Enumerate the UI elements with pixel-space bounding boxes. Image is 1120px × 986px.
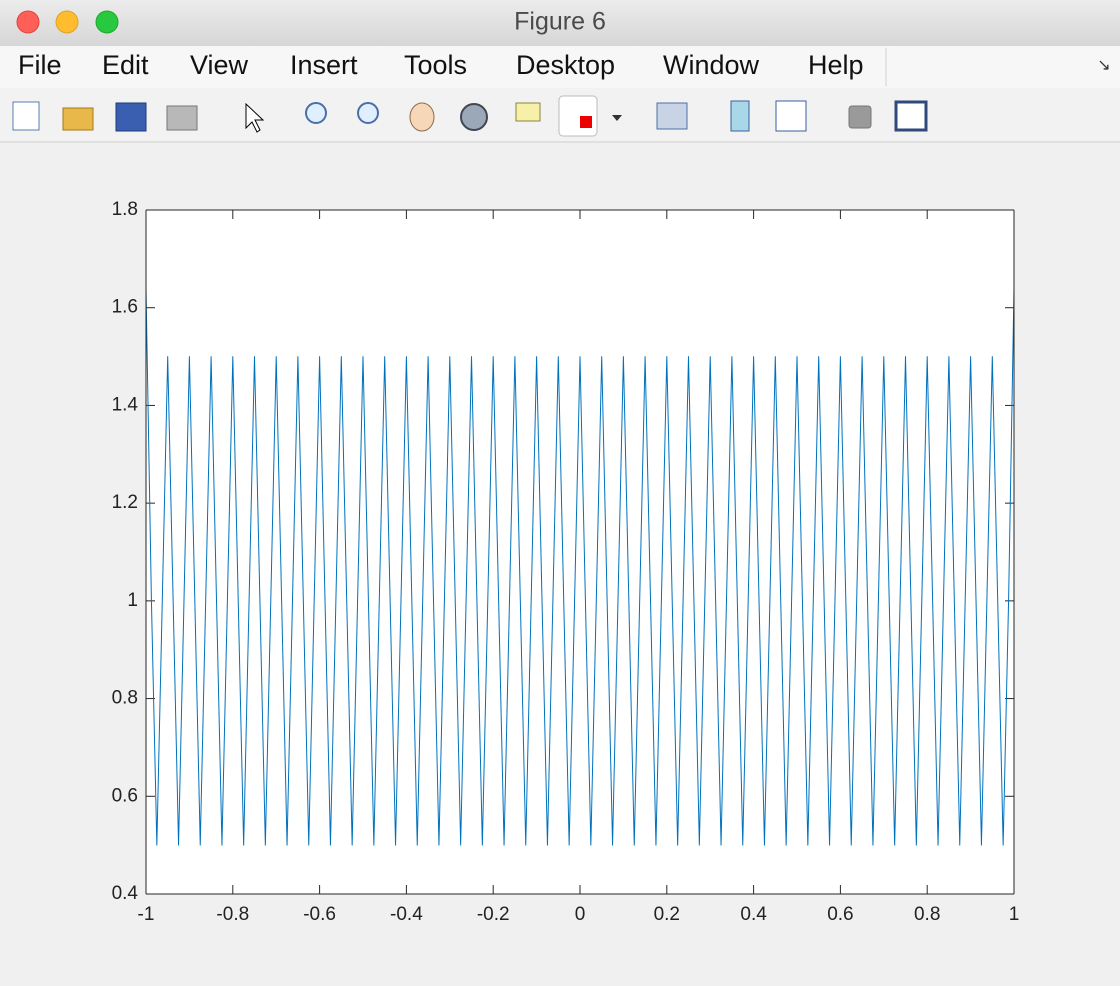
x-tick-label: 0.2 [654,904,680,925]
dock-arrow[interactable]: ↘ [1097,57,1110,74]
x-tick-label: -0.6 [303,904,336,925]
menu-item[interactable]: Edit [102,50,149,80]
hide-tools-icon[interactable] [848,105,872,129]
save-icon[interactable] [115,102,147,132]
x-tick-label: -0.4 [390,904,423,925]
legend-icon[interactable] [775,100,807,132]
y-tick-label: 1 [127,590,138,611]
menu-item[interactable]: Window [663,50,760,80]
select-icon[interactable] [245,102,265,133]
link-icon[interactable] [656,102,688,130]
menu-bar [0,46,1120,88]
plot-area [146,210,1014,894]
menu-item[interactable]: Tools [404,50,467,80]
dock-icon[interactable] [894,100,928,132]
zoom-out-icon[interactable] [357,102,379,124]
print-icon[interactable] [166,105,198,131]
y-tick-label: 0.8 [112,688,138,709]
colorbar-icon[interactable] [730,100,750,132]
menu-item[interactable]: Help [808,50,864,80]
menu-item[interactable]: View [190,50,249,80]
y-tick-label: 1.2 [112,492,138,513]
toolbar-icons [12,95,928,137]
window-title: Figure 6 [514,8,606,36]
data-line [145,288,1015,846]
x-tick-label: 0.4 [740,904,767,925]
menu-item[interactable]: Insert [290,50,358,80]
zoom-in-icon[interactable] [305,102,327,124]
data-cursor-icon[interactable] [515,102,541,122]
x-tick-label: 0.8 [914,904,940,925]
y-tick-label: 0.4 [112,883,139,904]
zoom-button[interactable] [95,10,119,34]
y-tick-label: 0.6 [112,785,138,806]
x-tick-label: -0.8 [216,904,249,925]
open-icon[interactable] [62,107,94,131]
x-tick-label: 1 [1009,904,1020,925]
new-figure-icon[interactable] [12,101,40,131]
menu-item[interactable]: File [18,50,62,80]
y-tick-label: 1.6 [112,297,138,318]
brush-color [580,116,592,128]
title-bar [0,0,1120,46]
x-tick-label: -0.2 [477,904,510,925]
minimize-button[interactable] [55,10,79,34]
brush-dropdown[interactable] [612,115,622,121]
y-tick-label: 1.8 [112,199,138,220]
x-tick-label: 0.6 [827,904,853,925]
close-button[interactable] [16,10,40,34]
rotate-icon[interactable] [460,103,488,131]
x-tick-label: -1 [138,904,155,925]
menu-item[interactable]: Desktop [516,50,615,80]
y-tick-label: 1.4 [112,394,139,415]
x-tick-label: 0 [575,904,586,925]
pan-icon[interactable] [409,102,435,132]
